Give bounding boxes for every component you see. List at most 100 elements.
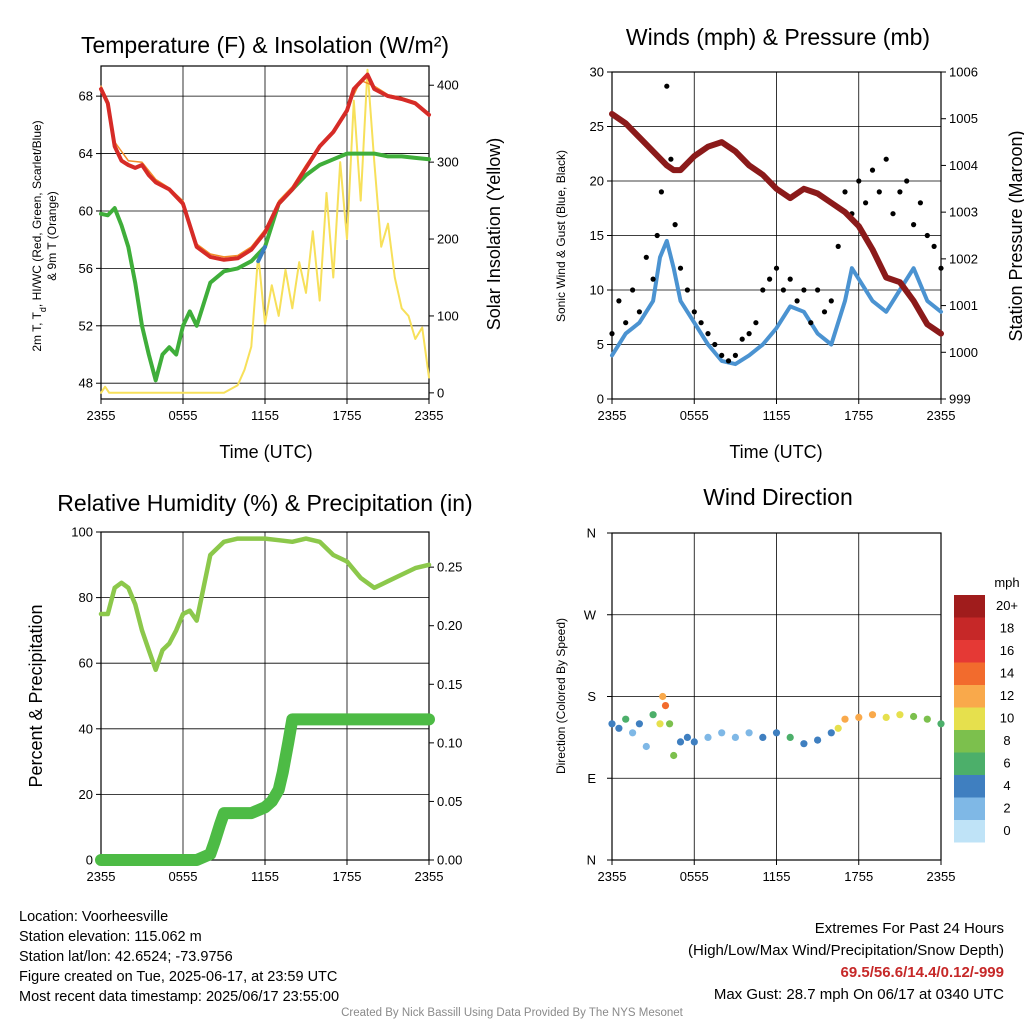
wind-y2-tick-label: 1002 <box>949 251 978 266</box>
gust-point <box>890 211 896 217</box>
temp-y-label-part: 2m T, T <box>30 311 44 351</box>
station-location: Location: Voorheesville <box>19 909 169 925</box>
extremes-info: Extremes For Past 24 Hours (High/Low/Max… <box>688 918 1004 1006</box>
gust-point <box>616 298 622 304</box>
gust-point <box>821 309 828 315</box>
temp-y2-tick-label: 300 <box>437 155 459 170</box>
colorbar-title: mph <box>994 575 1019 590</box>
direction-point <box>731 733 740 742</box>
direction-point <box>745 729 753 737</box>
dir-x-tick-label: 2355 <box>927 869 956 884</box>
credit-line: Created By Nick Bassill Using Data Provi… <box>341 1007 683 1019</box>
gust-point <box>691 309 697 315</box>
temp-y-axis-label-line2: & 9m T (Orange) <box>45 191 59 281</box>
gust-point <box>787 276 793 282</box>
gust-point <box>828 298 834 304</box>
temp-series-line <box>256 244 267 264</box>
station-elevation: Station elevation: 115.062 m <box>19 929 202 945</box>
gust-point <box>876 189 882 195</box>
rh-y-tick-label: 100 <box>71 525 93 540</box>
gust-point <box>931 243 937 249</box>
gust-point <box>801 287 807 293</box>
temperature-title: Temperature (F) & Insolation (W/m²) <box>81 32 449 58</box>
temp-y-axis-label: 2m T, Td, HI/WC (Red, Green, Scarlet/Blu… <box>30 120 48 351</box>
temp-x-tick-label: 1755 <box>333 408 362 423</box>
direction-title: Wind Direction <box>703 484 853 510</box>
direction-point <box>670 751 678 760</box>
direction-point <box>666 720 674 728</box>
rh-x-tick-label: 2355 <box>415 869 444 884</box>
direction-point <box>759 733 767 742</box>
rh-y-tick-label: 0 <box>86 853 93 868</box>
direction-point <box>659 692 667 701</box>
direction-point <box>622 715 630 723</box>
gust-point <box>883 156 889 162</box>
gust-point <box>917 200 924 206</box>
wind-x-tick-label: 1755 <box>844 408 873 423</box>
rh-y2-tick-label: 0.10 <box>437 735 462 750</box>
temp-y-tick-label: 64 <box>79 146 93 161</box>
colorbar-label: 8 <box>1003 733 1010 748</box>
wind-y-tick-label: 5 <box>597 337 604 352</box>
direction-point <box>615 724 623 732</box>
direction-point <box>683 733 692 742</box>
extremes-subtitle: (High/Low/Max Wind/Precipitation/Snow De… <box>688 942 1004 959</box>
wind-y2-tick-label: 1003 <box>949 205 978 220</box>
wind-y2-tick-label: 1000 <box>949 345 978 360</box>
direction-point <box>834 724 842 732</box>
wind-y2-tick-label: 1006 <box>949 65 978 80</box>
temp-series-line <box>100 68 430 394</box>
direction-point <box>896 711 904 719</box>
colorbar-swatch <box>954 595 985 618</box>
rh-y2-tick-label: 0.00 <box>437 853 462 868</box>
wind-y2-axis-label: Station Pressure (Maroon) <box>1006 130 1024 341</box>
dir-x-tick-label: 2355 <box>598 869 627 884</box>
gust-point <box>630 287 636 293</box>
temp-y2-axis-label: Solar Insolation (Yellow) <box>484 138 504 330</box>
temp-y-label-part: , HI/WC (Red, Green, Scarlet/Blue) <box>30 120 44 307</box>
dir-x-tick-label: 1155 <box>763 869 791 884</box>
direction-point <box>635 720 644 728</box>
pressure-line <box>609 111 944 337</box>
rh-y2-tick-label: 0.05 <box>437 794 462 809</box>
recent-timestamp: Most recent data timestamp: 2025/06/17 2… <box>19 989 340 1005</box>
wind-y-tick-label: 10 <box>590 283 604 298</box>
gust-point <box>623 320 629 326</box>
gust-point <box>643 254 649 260</box>
colorbar-label: 18 <box>1000 621 1014 636</box>
wind-y2-tick-label: 1005 <box>949 111 978 126</box>
gust-point <box>668 156 674 162</box>
direction-point <box>800 740 808 748</box>
direction-point <box>910 712 918 721</box>
wind-x-tick-label: 2355 <box>598 408 627 423</box>
direction-point <box>772 729 781 737</box>
gust-point <box>760 287 766 293</box>
rh-y-tick-label: 60 <box>79 656 93 671</box>
colorbar-swatch <box>954 775 985 798</box>
gust-point <box>794 298 800 304</box>
temp-y-tick-label: 48 <box>79 376 93 391</box>
direction-point <box>718 729 726 737</box>
gust-point <box>815 287 821 293</box>
direction-point <box>629 729 637 737</box>
gust-point <box>654 232 660 239</box>
temp-y2-tick-label: 400 <box>437 78 459 93</box>
wind-y2-tick-label: 1004 <box>949 158 978 173</box>
precipitation-line <box>95 713 435 866</box>
direction-point <box>649 711 657 719</box>
dir-y-tick-label: W <box>584 607 597 622</box>
winds-panel: Winds (mph) & Pressure (mb) 2355 0555 1155 1… <box>554 24 1024 462</box>
gust-point <box>719 352 725 358</box>
rh-x-tick-label: 1155 <box>251 869 279 884</box>
station-latlon: Station lat/lon: 42.6524; -73.9756 <box>19 949 233 965</box>
direction-point <box>690 738 698 746</box>
rh-x-tick-label: 0555 <box>169 869 198 884</box>
dir-x-tick-label: 0555 <box>680 869 709 884</box>
direction-point <box>786 733 794 742</box>
gust-point <box>746 331 752 337</box>
rh-y2-tick-label: 0.25 <box>437 560 462 575</box>
wind-x-tick-label: 0555 <box>680 408 709 423</box>
colorbar-label: 6 <box>1003 756 1010 771</box>
colorbar-swatch <box>954 752 985 775</box>
